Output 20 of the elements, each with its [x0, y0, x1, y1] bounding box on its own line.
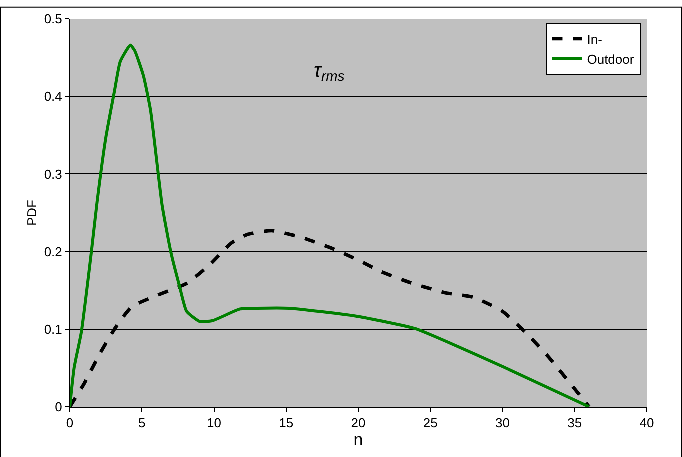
y-tick-label: 0.4: [44, 89, 62, 104]
x-tick-label: 25: [423, 416, 438, 431]
y-tick-label: 0.3: [44, 166, 62, 182]
x-tick-label: 5: [138, 416, 146, 431]
y-tick-label: 0.5: [44, 12, 62, 27]
x-tick-label: 40: [640, 416, 654, 431]
x-tick-label: 20: [351, 416, 366, 431]
x-tick-label: 35: [568, 416, 582, 431]
y-tick-label: 0.2: [44, 244, 62, 260]
y-tick-label: 0.1: [44, 322, 62, 337]
x-tick-label: 10: [207, 416, 222, 431]
x-tick-label: 30: [496, 416, 510, 431]
legend-label: In-: [587, 32, 602, 47]
legend-label: Outdoor: [587, 52, 635, 67]
x-tick-label: 0: [66, 416, 74, 431]
y-axis-title: PDF: [24, 200, 40, 226]
x-tick-label: 15: [279, 416, 294, 431]
annotation: τ$_{rms}$: [314, 60, 345, 84]
x-axis-title: n: [354, 430, 364, 450]
y-tick-label: 0: [55, 400, 62, 415]
